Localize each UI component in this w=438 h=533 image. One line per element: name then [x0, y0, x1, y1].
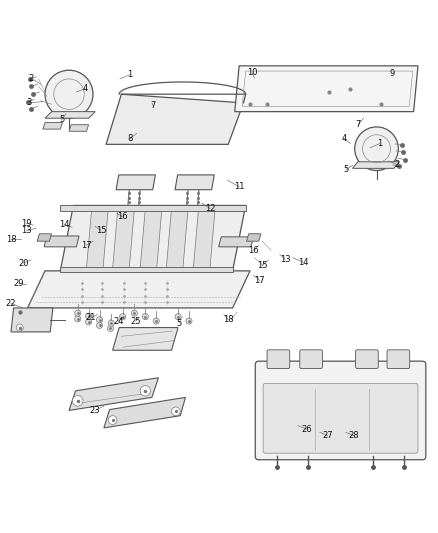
Polygon shape	[166, 208, 187, 269]
Text: 22: 22	[6, 298, 16, 308]
Circle shape	[185, 318, 191, 324]
Polygon shape	[86, 208, 108, 269]
Text: 16: 16	[117, 212, 128, 221]
FancyBboxPatch shape	[262, 383, 417, 453]
Circle shape	[354, 127, 397, 171]
Polygon shape	[246, 234, 260, 241]
Circle shape	[96, 317, 102, 323]
Text: 25: 25	[130, 317, 141, 326]
Text: 26: 26	[301, 425, 311, 434]
Polygon shape	[37, 234, 51, 241]
Text: 13: 13	[279, 255, 290, 264]
Text: 9: 9	[389, 69, 393, 78]
Text: 15: 15	[256, 261, 267, 270]
FancyBboxPatch shape	[355, 350, 378, 369]
Circle shape	[74, 310, 81, 316]
Polygon shape	[44, 236, 79, 247]
Text: 5: 5	[177, 319, 182, 328]
Polygon shape	[113, 328, 178, 350]
Text: 5: 5	[343, 165, 348, 174]
Text: 16: 16	[247, 246, 258, 255]
Text: 1: 1	[127, 70, 132, 79]
Text: 14: 14	[59, 220, 70, 229]
Text: 8: 8	[127, 134, 132, 143]
Circle shape	[107, 325, 113, 332]
Polygon shape	[193, 208, 215, 269]
Polygon shape	[104, 398, 185, 428]
Circle shape	[131, 310, 137, 316]
Text: 21: 21	[85, 313, 96, 322]
Circle shape	[175, 313, 181, 320]
Text: 24: 24	[113, 317, 123, 326]
Polygon shape	[175, 175, 214, 190]
FancyBboxPatch shape	[266, 350, 289, 369]
Text: 18: 18	[223, 315, 233, 324]
Polygon shape	[218, 237, 253, 247]
Polygon shape	[113, 208, 134, 269]
Text: 13: 13	[21, 226, 32, 235]
Circle shape	[142, 313, 148, 320]
Polygon shape	[106, 94, 243, 144]
Circle shape	[153, 318, 159, 324]
Text: 7: 7	[150, 101, 155, 110]
Polygon shape	[140, 208, 162, 269]
Text: 10: 10	[247, 68, 257, 77]
Polygon shape	[60, 266, 232, 272]
Text: 28: 28	[348, 431, 358, 440]
Text: 11: 11	[233, 182, 244, 191]
Text: 2: 2	[28, 74, 34, 83]
Text: 5: 5	[59, 116, 64, 124]
Polygon shape	[60, 205, 245, 271]
Polygon shape	[60, 205, 245, 211]
Polygon shape	[234, 66, 417, 111]
Circle shape	[45, 70, 93, 118]
Circle shape	[96, 322, 102, 328]
Polygon shape	[116, 175, 155, 190]
Circle shape	[171, 407, 180, 416]
Text: 4: 4	[82, 84, 88, 93]
Text: 17: 17	[254, 276, 265, 285]
Text: 1: 1	[377, 139, 382, 148]
Circle shape	[16, 324, 23, 331]
Text: 18: 18	[6, 235, 16, 244]
Circle shape	[85, 319, 92, 325]
Polygon shape	[45, 111, 95, 118]
Text: 3: 3	[26, 99, 32, 108]
Text: 20: 20	[19, 259, 29, 268]
Circle shape	[108, 416, 117, 424]
Text: 14: 14	[297, 257, 308, 266]
Polygon shape	[43, 123, 62, 129]
Polygon shape	[352, 162, 398, 168]
Circle shape	[119, 313, 125, 320]
Text: 4: 4	[340, 134, 346, 143]
Polygon shape	[69, 378, 158, 410]
Circle shape	[140, 385, 150, 396]
Polygon shape	[28, 271, 250, 308]
Circle shape	[72, 395, 83, 406]
Circle shape	[74, 316, 81, 322]
FancyBboxPatch shape	[386, 350, 409, 369]
Text: 15: 15	[95, 226, 106, 235]
Text: 2: 2	[394, 160, 399, 169]
Text: 23: 23	[90, 406, 100, 415]
Circle shape	[85, 313, 92, 319]
Text: 17: 17	[81, 240, 92, 249]
FancyBboxPatch shape	[299, 350, 322, 369]
Text: 7: 7	[355, 120, 360, 129]
Polygon shape	[69, 125, 88, 131]
FancyBboxPatch shape	[254, 361, 425, 460]
Polygon shape	[11, 308, 53, 332]
Text: 12: 12	[204, 204, 215, 213]
Text: 19: 19	[21, 219, 32, 228]
Text: 27: 27	[321, 431, 332, 440]
Text: 29: 29	[14, 279, 24, 288]
Circle shape	[108, 320, 114, 326]
